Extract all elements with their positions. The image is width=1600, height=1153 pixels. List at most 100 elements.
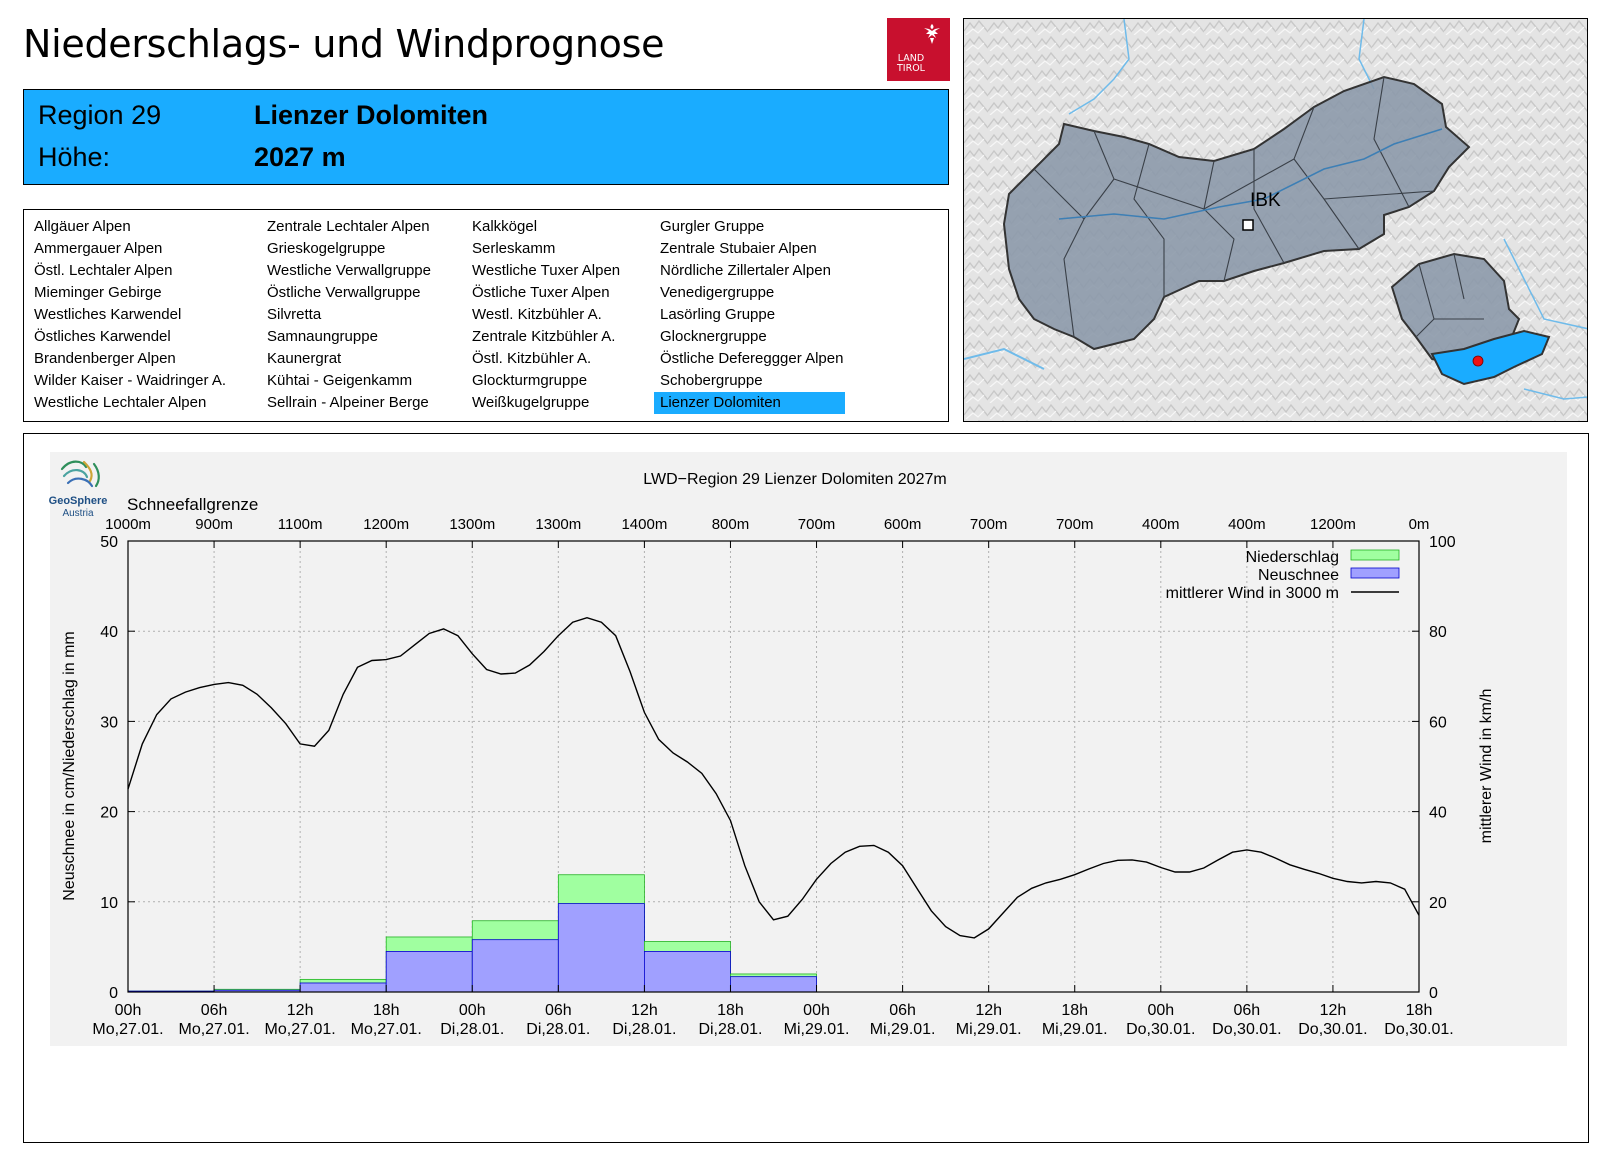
region-label: Region 29 — [38, 100, 162, 130]
neuschnee-bar — [385, 951, 473, 993]
y2-tick-label: 100 — [1429, 534, 1456, 551]
x-tick-hour: 00h — [803, 1002, 830, 1019]
region-list-item[interactable]: Zentrale Stubaier Alpen — [660, 240, 817, 257]
x-tick-day: Do,30.01. — [1298, 1021, 1367, 1038]
region-list-item[interactable]: Brandenberger Alpen — [34, 350, 176, 367]
region-name: Lienzer Dolomiten — [254, 100, 489, 130]
axis-layer: 0 10 20 30 40 50 0 20 40 60 80 100 00h Mo,27.01. 1000m… — [92, 516, 1455, 1038]
legend-label-wind: mittlerer Wind in 3000 m — [1166, 585, 1339, 602]
y-tick-label: 20 — [100, 805, 118, 822]
y-tick-label: 0 — [109, 985, 118, 1002]
region-list-item[interactable]: Westliches Karwendel — [34, 306, 182, 323]
region-list-item[interactable]: Sellrain - Alpeiner Berge — [267, 394, 429, 411]
region-list-item[interactable]: Schobergruppe — [660, 372, 763, 389]
chart-background — [50, 452, 1567, 1046]
region-list: Allgäuer Alpen Ammergauer Alpen Östl. Lech… — [23, 209, 949, 422]
y-tick-label: 10 — [100, 895, 118, 912]
x-tick-day: Di,28.01. — [698, 1021, 762, 1038]
region-list-item[interactable]: Glockturmgruppe — [472, 372, 588, 389]
logo-line2: TIROL — [897, 63, 925, 74]
y2-tick-label: 40 — [1429, 805, 1447, 822]
x-tick-hour: 12h — [975, 1002, 1002, 1019]
y-axis-label: Neuschnee in cm/Niederschlag in mm — [61, 631, 78, 900]
region-list-item[interactable]: Zentrale Lechtaler Alpen — [267, 218, 430, 235]
tirol-region-map[interactable]: IBK — [963, 18, 1588, 422]
neuschnee-bar — [557, 903, 645, 993]
x-tick-day: Di,28.01. — [526, 1021, 590, 1038]
snow-line-value: 0m — [1409, 516, 1430, 533]
region-list-item[interactable]: Kühtai - Geigenkamm — [267, 372, 413, 389]
y-tick-label: 40 — [100, 624, 118, 641]
region-list-item[interactable]: Mieminger Gebirge — [34, 284, 162, 301]
x-tick-day: Do,30.01. — [1212, 1021, 1281, 1038]
region-list-item[interactable]: Lasörling Gruppe — [660, 306, 776, 323]
region-list-item[interactable]: Kaunergrat — [267, 350, 342, 367]
x-tick-hour: 12h — [1320, 1002, 1347, 1019]
neuschnee-bar — [471, 939, 559, 993]
y2-tick-label: 0 — [1429, 985, 1438, 1002]
region-list-item[interactable]: Nördliche Zillertaler Alpen — [660, 262, 831, 279]
region-list-item[interactable]: Silvretta — [267, 306, 322, 323]
region-list-item[interactable]: Grieskogelgruppe — [267, 240, 386, 257]
region-column-4: Gurgler Gruppe Zentrale Stubaier Alpen Nör… — [654, 216, 845, 414]
bars-layer — [127, 874, 817, 993]
forecast-chart: GeoSphere Austria LWD−Region 29 Lienzer … — [49, 452, 1567, 1046]
x-tick-hour: 18h — [373, 1002, 400, 1019]
x-tick-hour: 00h — [1147, 1002, 1174, 1019]
region-list-item[interactable]: Zentrale Kitzbühler A. — [472, 328, 616, 345]
region-list-item[interactable]: Glocknergruppe — [660, 328, 767, 345]
x-tick-hour: 06h — [889, 1002, 916, 1019]
region-list-item[interactable]: Serleskamm — [472, 240, 556, 257]
region-list-item[interactable]: Weißkugelgruppe — [472, 394, 590, 411]
neuschnee-bar — [644, 951, 731, 993]
region-column-1: Allgäuer Alpen Ammergauer Alpen Östl. Lech… — [28, 216, 226, 414]
snow-line-value: 1400m — [621, 516, 667, 533]
region-list-item[interactable]: Kalkkögel — [472, 218, 538, 235]
region-list-item[interactable]: Östl. Lechtaler Alpen — [34, 262, 173, 279]
x-tick-day: Mo,27.01. — [178, 1021, 249, 1038]
x-tick-day: Mi,29.01. — [870, 1021, 936, 1038]
region-list-item[interactable]: Östliches Karwendel — [34, 328, 171, 345]
land-tirol-logo: LAND TIROL — [887, 18, 950, 81]
snow-line-value: 800m — [712, 516, 750, 533]
region-list-item[interactable]: Gurgler Gruppe — [660, 218, 765, 235]
snow-line-value: 1300m — [535, 516, 581, 533]
snow-line-value: 700m — [798, 516, 836, 533]
snow-line-value: 600m — [884, 516, 922, 533]
region-list-item[interactable]: Venedigergruppe — [660, 284, 775, 301]
legend-swatch-neuschnee — [1350, 567, 1400, 579]
region-marker-dot — [1472, 355, 1484, 367]
y2-axis-label: mittlerer Wind in km/h — [1478, 689, 1495, 844]
y-tick-label: 30 — [100, 714, 118, 731]
selected-region-area — [1430, 329, 1551, 386]
legend-label-neuschnee: Neuschnee — [1258, 567, 1339, 584]
region-list-item[interactable]: Westliche Lechtaler Alpen — [34, 394, 207, 411]
region-list-item[interactable]: Westl. Kitzbühler A. — [472, 306, 602, 323]
legend-swatch-niederschlag — [1350, 549, 1400, 561]
region-list-item[interactable]: Westliche Verwallgruppe — [267, 262, 431, 279]
region-list-item[interactable]: Lienzer Dolomiten — [654, 392, 845, 414]
region-list-item[interactable]: Östliche Verwallgruppe — [267, 284, 421, 301]
region-list-item[interactable]: Samnaungruppe — [267, 328, 378, 345]
x-tick-day: Di,28.01. — [612, 1021, 676, 1038]
region-list-item[interactable]: Westliche Tuxer Alpen — [472, 262, 621, 279]
region-list-item[interactable]: Allgäuer Alpen — [34, 218, 131, 235]
logo-line1: LAND — [897, 53, 925, 64]
snow-line-value: 900m — [195, 516, 233, 533]
height-label: Höhe: — [38, 142, 111, 172]
region-list-item[interactable]: Wilder Kaiser - Waidringer A. — [34, 372, 226, 389]
y2-tick-label: 80 — [1429, 624, 1447, 641]
snow-line-value: 400m — [1228, 516, 1266, 533]
x-tick-day: Mo,27.01. — [351, 1021, 422, 1038]
region-list-item[interactable]: Ammergauer Alpen — [34, 240, 163, 257]
region-list-item[interactable]: Östliche Tuxer Alpen — [472, 284, 610, 301]
y-tick-label: 50 — [100, 534, 118, 551]
x-tick-hour: 06h — [545, 1002, 572, 1019]
eagle-icon — [924, 24, 940, 44]
height-value: 2027 m — [254, 142, 346, 172]
x-tick-hour: 18h — [717, 1002, 744, 1019]
ibk-marker — [1242, 219, 1254, 231]
region-list-item[interactable]: Östliche Defereggger Alpen — [660, 350, 844, 367]
region-list-item[interactable]: Östl. Kitzbühler A. — [472, 350, 592, 367]
